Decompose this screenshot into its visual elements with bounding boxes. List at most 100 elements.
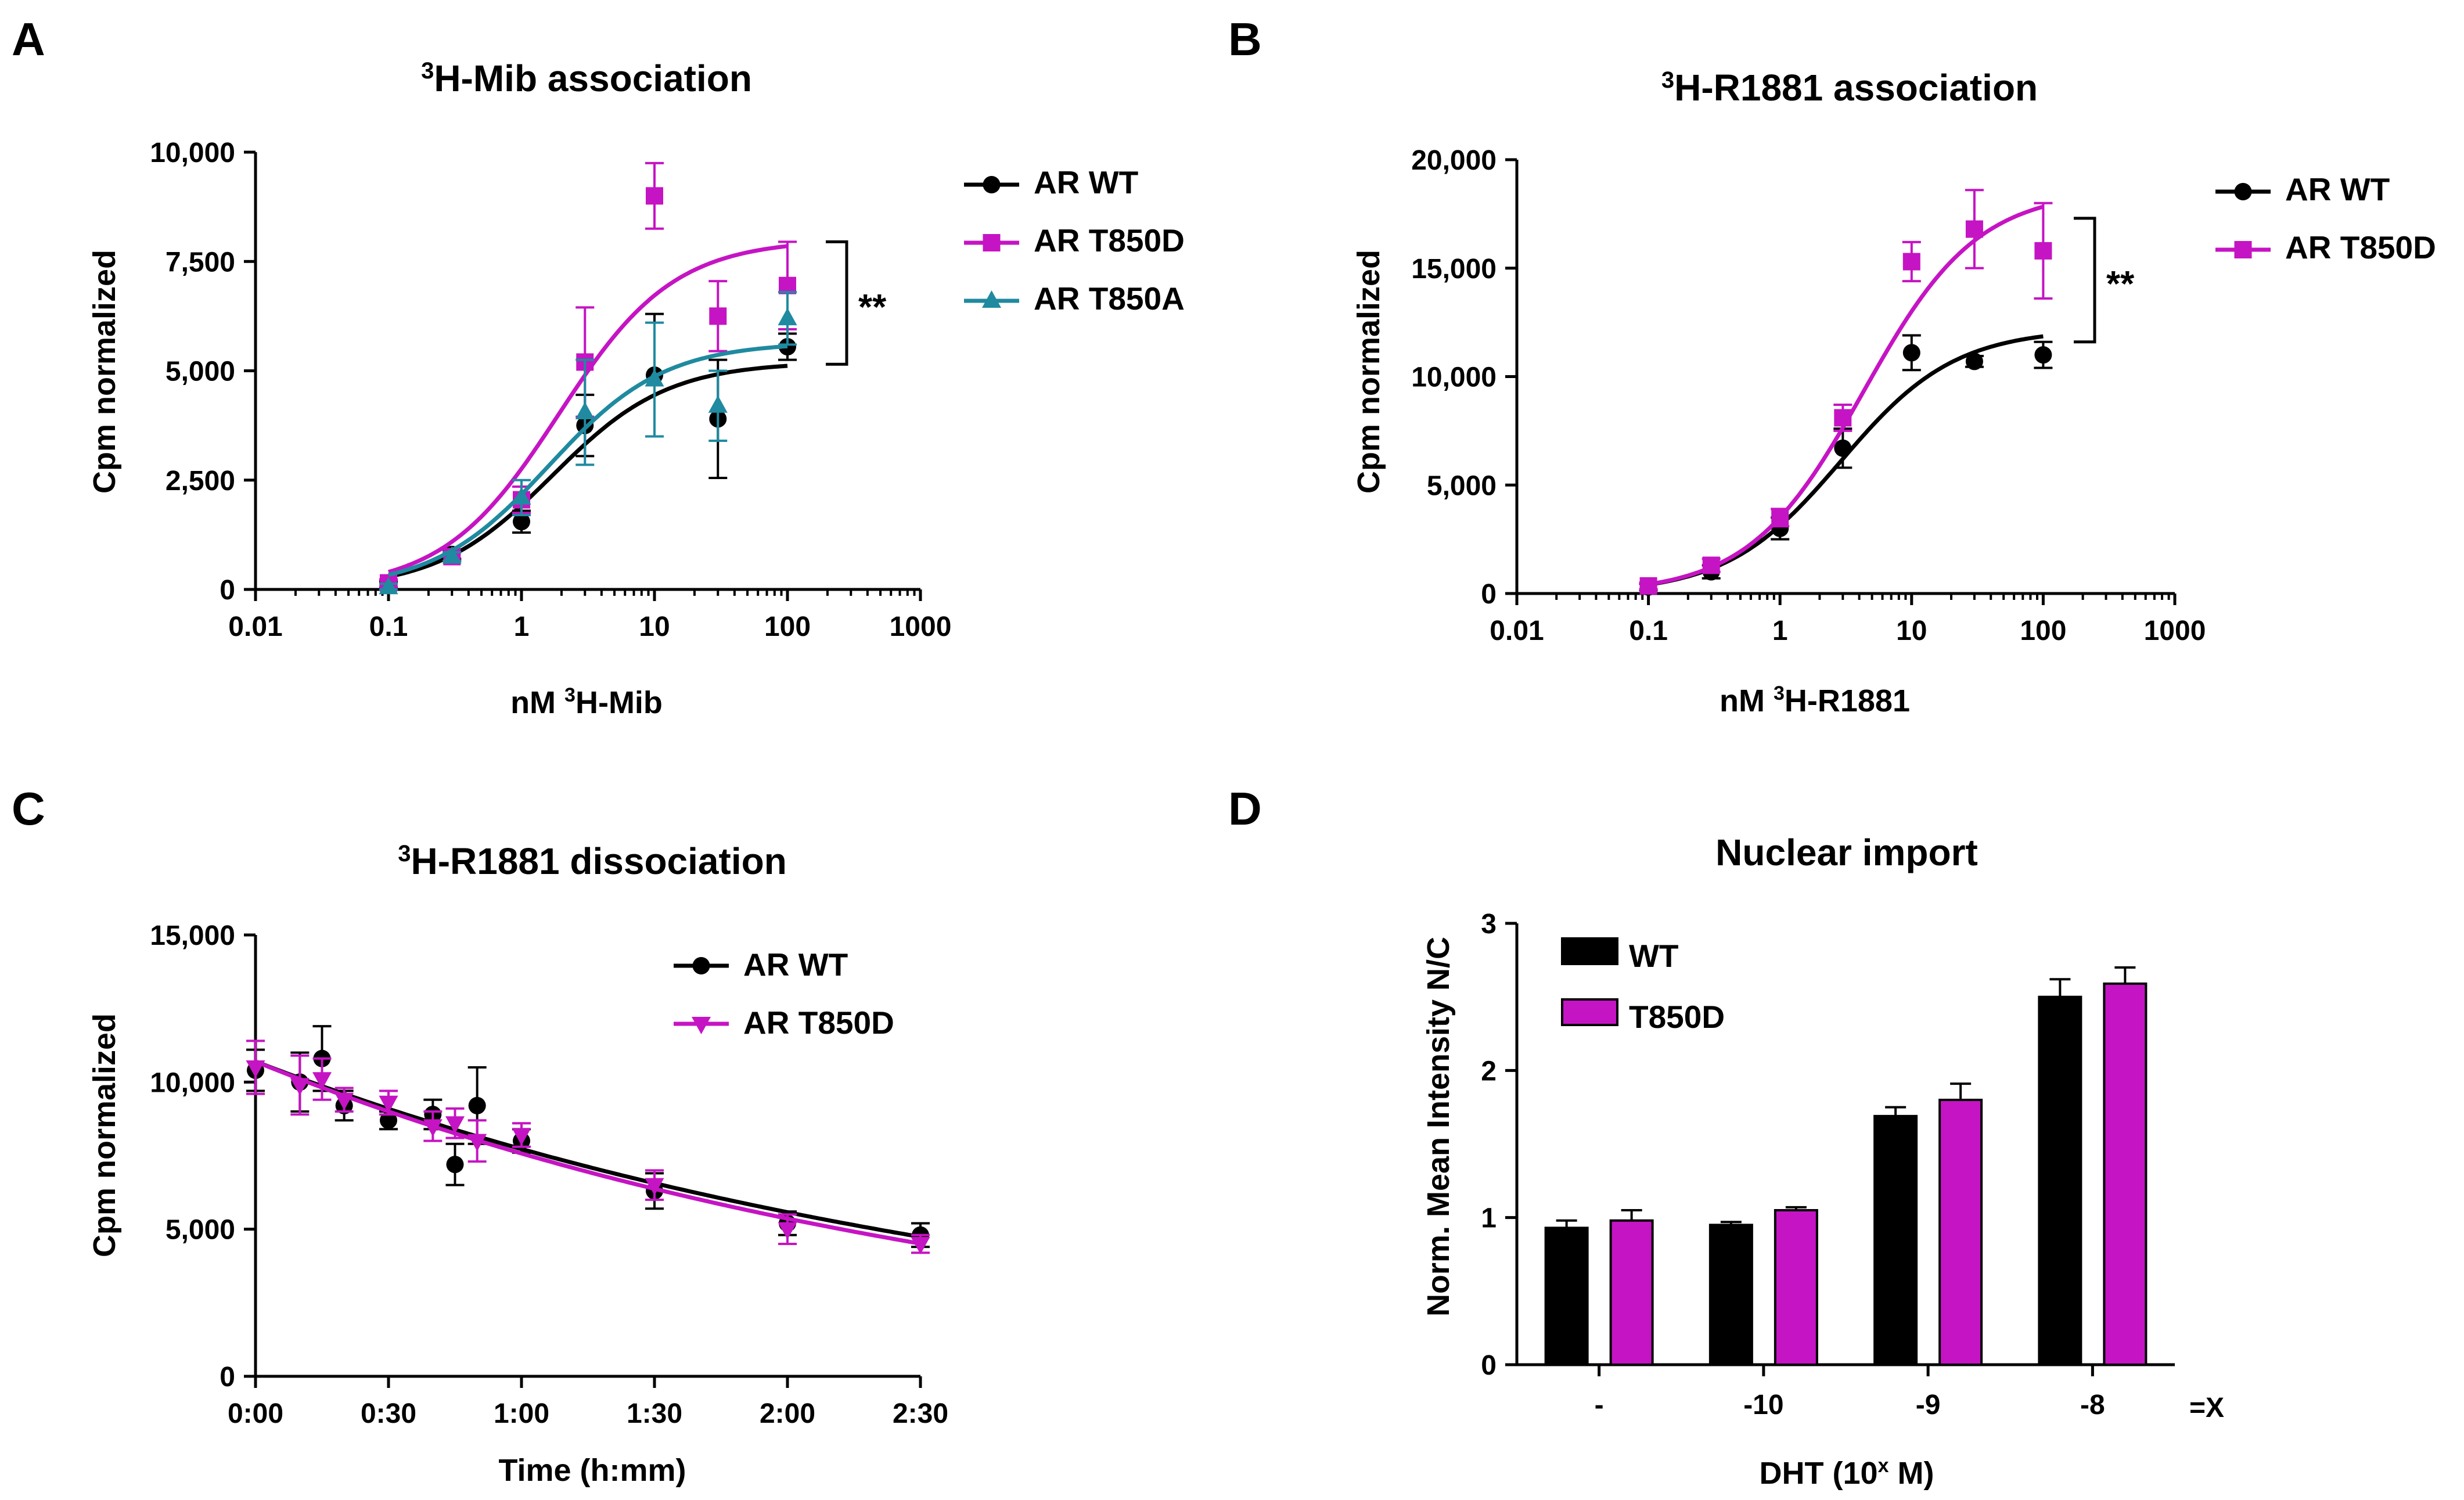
chart-d-bar-t850d bbox=[1938, 1099, 1983, 1366]
chart-c-y-tick-label: 5,000 bbox=[166, 1215, 235, 1246]
chart-a-point-ar-t850d bbox=[709, 307, 727, 325]
chart-b-ylabel: Cpm normalized bbox=[1351, 250, 1386, 494]
chart-d-bar-t850d bbox=[1774, 1209, 1818, 1366]
chart-b-point-ar-wt bbox=[2034, 346, 2052, 364]
chart-a-x-tick-label: 1 bbox=[514, 611, 530, 642]
chart-c-xlabel: Time (h:mm) bbox=[498, 1453, 686, 1488]
chart-b-point-ar-t850d bbox=[1639, 577, 1657, 595]
legend-marker-ar-t850d bbox=[2234, 241, 2252, 258]
chart-d-bar-wt bbox=[1544, 1226, 1589, 1366]
legend-label-ar-t850d: AR T850D bbox=[1034, 222, 1185, 258]
chart-a-significance-bracket bbox=[826, 240, 848, 366]
chart-a-x-tick-label: 0.01 bbox=[228, 611, 282, 642]
chart-d-bar-t850d bbox=[2103, 982, 2148, 1366]
plot-layer: 0.01 0.1 1 10 100 100002,5005,0007,50010,0000… bbox=[150, 138, 2271, 1429]
chart-b-point-ar-wt bbox=[1902, 344, 1920, 362]
chart-b-point-ar-t850d bbox=[1965, 220, 1983, 238]
legend-swatch-wt bbox=[1561, 937, 1618, 965]
chart-b-fit-ar-wt bbox=[1648, 334, 2044, 587]
chart-a-ylabel: Cpm normalized bbox=[87, 250, 122, 494]
legend-label-ar-wt: AR WT bbox=[1034, 164, 1138, 200]
chart-b-point-ar-wt bbox=[1834, 439, 1852, 457]
chart-a-point-ar-t850a bbox=[442, 546, 462, 564]
chart-b-y-tick-label: 5,000 bbox=[1427, 470, 1497, 501]
legend-label-t850d: T850D bbox=[1629, 999, 1725, 1035]
chart-a-y-tick-label: 10,000 bbox=[150, 138, 235, 168]
chart-d-x-tick-label: -10 bbox=[1743, 1390, 1783, 1420]
chart-a-y-tick-label: 5,000 bbox=[166, 357, 235, 387]
legend-label-ar-t850a: AR T850A bbox=[1034, 280, 1185, 316]
chart-b-x-tick-label: 10 bbox=[1896, 616, 1927, 646]
panel-letter-d: D bbox=[1228, 783, 1262, 834]
chart-d-x-tick-label: -8 bbox=[2080, 1390, 2105, 1420]
chart-d-ylabel: Norm. Mean Intensity N/C bbox=[1421, 937, 1456, 1316]
chart-b-x-tick-label: 0.1 bbox=[1629, 616, 1668, 646]
chart-a-y-tick-label: 7,500 bbox=[166, 247, 235, 278]
chart-b-point-ar-t850d bbox=[1834, 409, 1852, 427]
chart-c-point-ar-t850d bbox=[778, 1222, 797, 1240]
chart-a-legend: AR WT AR T850D AR T850A bbox=[1034, 164, 1185, 316]
chart-c-x-tick-label: 0:30 bbox=[361, 1398, 416, 1429]
chart-b-y-tick-label: 20,000 bbox=[1411, 145, 1497, 176]
chart-c-y-tick-label: 15,000 bbox=[150, 920, 235, 951]
chart-b-fit-ar-t850d bbox=[1648, 204, 2044, 587]
chart-d-xlabel: DHT (10x M) bbox=[1760, 1455, 1934, 1491]
chart-a-point-ar-t850a bbox=[645, 369, 664, 387]
chart-c-x-tick-label: 1:00 bbox=[494, 1398, 549, 1429]
chart-a-x-tick-label: 1000 bbox=[890, 611, 952, 642]
chart-c-point-ar-wt bbox=[446, 1156, 464, 1174]
chart-c-legend: AR WT AR T850D bbox=[743, 947, 894, 1041]
chart-a-point-ar-t850a bbox=[512, 487, 531, 505]
chart-d-x-suffix: =X bbox=[2189, 1393, 2224, 1423]
legend-label-ar-t850d: AR T850D bbox=[743, 1005, 894, 1041]
chart-c-point-ar-wt bbox=[468, 1096, 486, 1114]
chart-c-fit-ar-t850d bbox=[254, 1059, 921, 1246]
chart-b-point-ar-t850d bbox=[1702, 556, 1720, 574]
chart-c-point-ar-t850d bbox=[379, 1095, 398, 1113]
chart-b-y-tick-label: 15,000 bbox=[1411, 254, 1497, 285]
chart-c-x-tick-label: 0:00 bbox=[228, 1398, 283, 1429]
panel-letter-c: C bbox=[12, 783, 45, 834]
panel-letter-a: A bbox=[12, 13, 45, 65]
legend-label-ar-wt: AR WT bbox=[2285, 171, 2390, 207]
chart-b-point-ar-wt bbox=[1965, 352, 1983, 370]
chart-a-point-ar-t850a bbox=[778, 308, 797, 326]
chart-b-title: 3H-R1881 association bbox=[1661, 67, 2038, 109]
chart-b-point-ar-t850d bbox=[2034, 242, 2052, 260]
legend-marker-ar-wt bbox=[2234, 183, 2252, 200]
chart-b-y-tick-label: 0 bbox=[1481, 579, 1497, 610]
chart-b-x-tick-label: 0.01 bbox=[1490, 616, 1544, 646]
chart-a-point-ar-t850a bbox=[379, 577, 398, 595]
chart-b-x-tick-label: 1 bbox=[1772, 616, 1788, 646]
chart-d-bar-t850d bbox=[1609, 1219, 1654, 1366]
chart-c-fit-ar-wt bbox=[254, 1059, 921, 1239]
chart-d-bar-wt bbox=[1873, 1114, 1918, 1366]
chart-a-x-tick-label: 10 bbox=[639, 611, 670, 642]
chart-b-significance-bracket bbox=[2074, 217, 2096, 344]
chart-d-y-tick-label: 0 bbox=[1481, 1350, 1497, 1381]
chart-a-y-tick-label: 0 bbox=[220, 575, 235, 606]
chart-d-x-tick-label: - bbox=[1595, 1390, 1604, 1420]
chart-c-point-ar-t850d bbox=[312, 1072, 332, 1090]
chart-c-point-ar-t850d bbox=[334, 1092, 354, 1110]
chart-a-fit-ar-t850a bbox=[388, 344, 788, 577]
chart-c-y-tick-label: 10,000 bbox=[150, 1067, 235, 1098]
chart-d-y-tick-label: 3 bbox=[1481, 909, 1497, 940]
chart-d-bar-wt bbox=[2038, 995, 2082, 1366]
legend-marker-ar-t850d bbox=[983, 234, 1001, 251]
chart-c-x-tick-label: 2:30 bbox=[893, 1398, 948, 1429]
chart-a-point-ar-wt bbox=[513, 513, 530, 531]
legend-marker-ar-t850d bbox=[692, 1017, 711, 1034]
chart-c-point-ar-t850d bbox=[246, 1060, 265, 1078]
chart-b-x-tick-label: 100 bbox=[2020, 616, 2066, 646]
legend-marker-ar-t850a bbox=[982, 290, 1001, 308]
chart-a-x-tick-label: 100 bbox=[764, 611, 811, 642]
chart-a-y-tick-label: 2,500 bbox=[166, 466, 235, 497]
chart-d-bar-wt bbox=[1708, 1224, 1753, 1366]
legend-marker-ar-wt bbox=[983, 176, 1001, 193]
chart-d-y-tick-label: 2 bbox=[1481, 1056, 1497, 1087]
chart-a-significance: ** bbox=[858, 287, 887, 328]
chart-a-point-ar-t850a bbox=[708, 395, 728, 413]
chart-c-y-tick-label: 0 bbox=[220, 1362, 235, 1393]
